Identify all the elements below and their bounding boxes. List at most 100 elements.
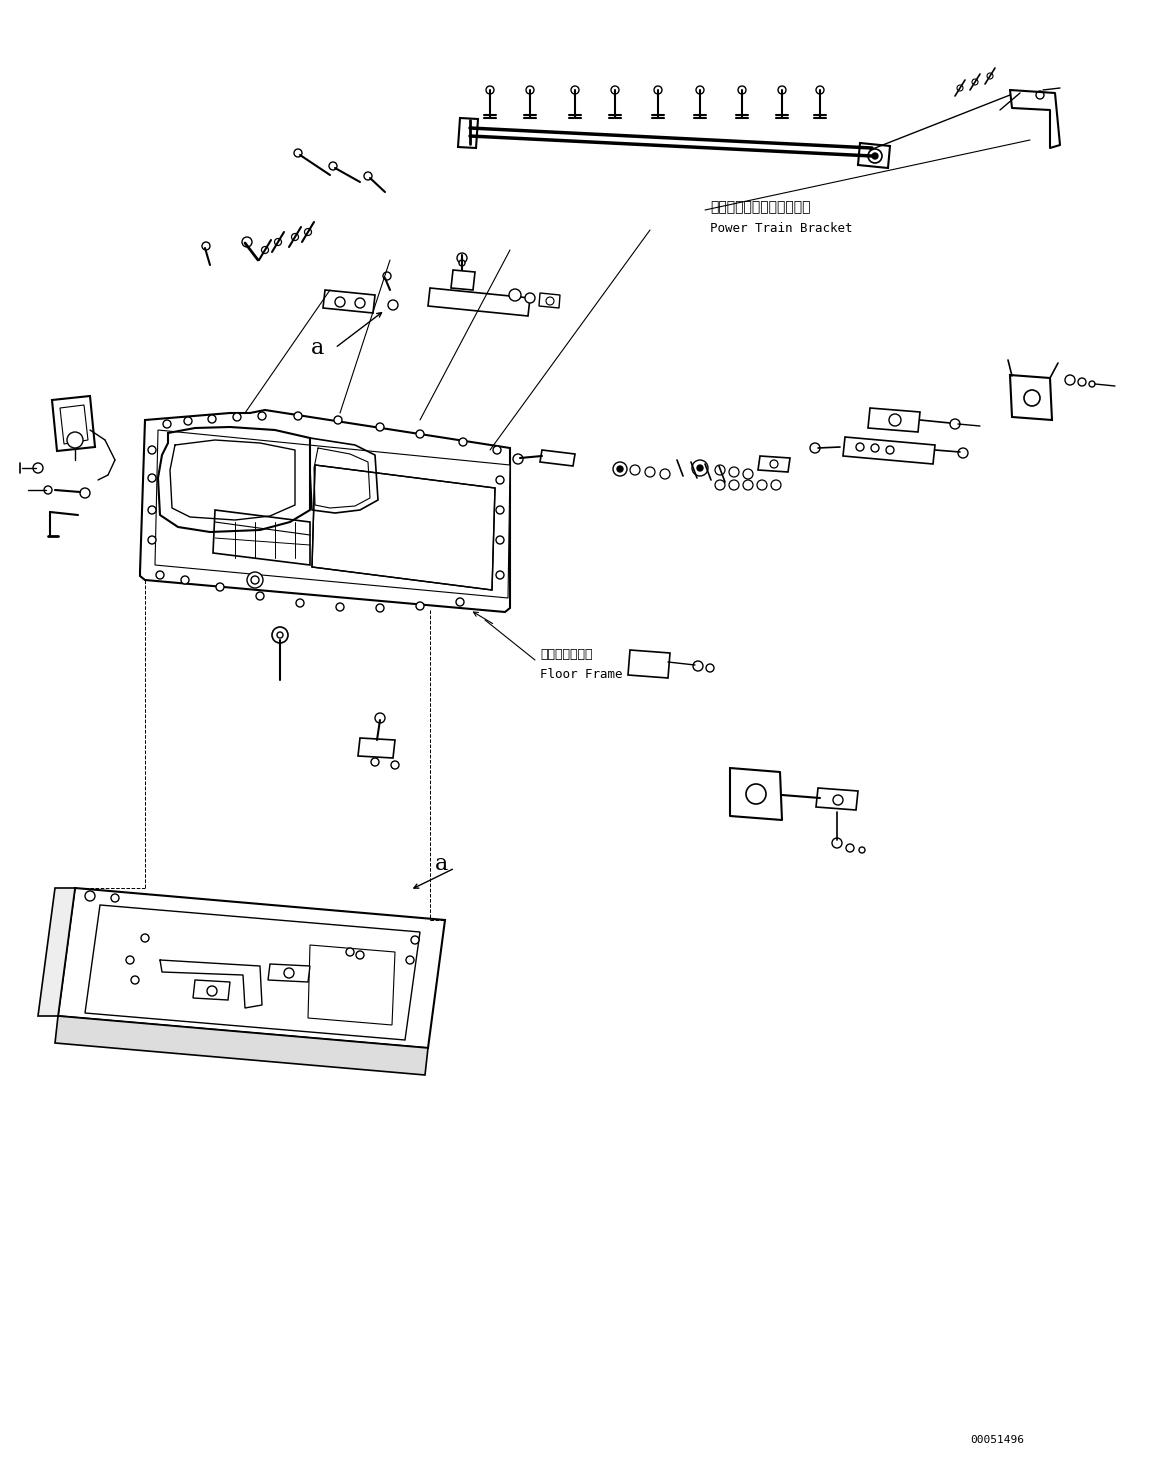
Circle shape (371, 759, 379, 766)
Circle shape (729, 467, 739, 477)
Circle shape (416, 603, 424, 610)
Circle shape (1065, 375, 1076, 385)
Circle shape (148, 506, 156, 514)
Circle shape (496, 570, 504, 579)
Circle shape (459, 438, 467, 446)
Circle shape (294, 149, 302, 158)
Circle shape (611, 86, 619, 93)
Circle shape (272, 627, 287, 643)
Circle shape (743, 468, 753, 479)
Circle shape (692, 460, 708, 476)
Circle shape (697, 86, 704, 93)
Text: a: a (436, 854, 449, 875)
Circle shape (305, 229, 312, 235)
Circle shape (148, 446, 156, 454)
Circle shape (258, 411, 267, 420)
Circle shape (816, 86, 824, 93)
Circle shape (376, 604, 384, 611)
Polygon shape (858, 143, 890, 168)
Circle shape (486, 86, 494, 93)
Polygon shape (816, 788, 858, 810)
Polygon shape (140, 410, 510, 611)
Polygon shape (868, 409, 920, 432)
Circle shape (659, 468, 670, 479)
Circle shape (958, 448, 968, 458)
Circle shape (571, 86, 580, 93)
Circle shape (148, 535, 156, 544)
Circle shape (294, 411, 302, 420)
Circle shape (957, 85, 963, 90)
Circle shape (32, 463, 43, 473)
Circle shape (771, 480, 781, 490)
Circle shape (292, 233, 299, 241)
Circle shape (355, 298, 365, 308)
Circle shape (525, 293, 535, 303)
Circle shape (715, 480, 726, 490)
Circle shape (382, 271, 391, 280)
Polygon shape (540, 449, 575, 465)
Circle shape (459, 260, 465, 266)
Text: a: a (312, 337, 325, 359)
Circle shape (872, 444, 879, 452)
Circle shape (743, 480, 753, 490)
Polygon shape (52, 395, 95, 451)
Circle shape (987, 73, 993, 79)
Circle shape (630, 465, 640, 476)
Circle shape (207, 414, 216, 423)
Circle shape (509, 289, 522, 301)
Text: フロアフレーム: フロアフレーム (540, 648, 592, 661)
Circle shape (262, 247, 269, 254)
Polygon shape (58, 889, 445, 1048)
Polygon shape (194, 980, 229, 999)
Polygon shape (843, 438, 935, 464)
Circle shape (111, 894, 119, 902)
Circle shape (846, 843, 854, 852)
Circle shape (496, 476, 504, 484)
Circle shape (347, 948, 353, 956)
Circle shape (715, 465, 726, 476)
Circle shape (493, 446, 501, 454)
Polygon shape (60, 406, 88, 444)
Text: 00051496: 00051496 (970, 1436, 1025, 1444)
Circle shape (376, 423, 384, 430)
Circle shape (693, 661, 704, 671)
Polygon shape (758, 457, 790, 473)
Circle shape (617, 465, 624, 473)
Polygon shape (308, 945, 395, 1026)
Circle shape (496, 535, 504, 544)
Circle shape (613, 463, 627, 476)
Circle shape (336, 603, 344, 611)
Circle shape (972, 79, 978, 85)
Circle shape (889, 414, 901, 426)
Polygon shape (628, 651, 670, 678)
Circle shape (738, 86, 746, 93)
Circle shape (457, 252, 467, 263)
Circle shape (163, 420, 172, 427)
Circle shape (810, 444, 821, 452)
Circle shape (406, 956, 414, 964)
Circle shape (242, 236, 252, 247)
Polygon shape (358, 738, 395, 759)
Polygon shape (38, 889, 75, 1015)
Circle shape (148, 474, 156, 481)
Circle shape (526, 86, 534, 93)
Circle shape (141, 934, 150, 943)
Circle shape (334, 416, 342, 425)
Circle shape (247, 572, 263, 588)
Circle shape (156, 570, 165, 579)
Circle shape (857, 444, 863, 451)
Circle shape (770, 460, 778, 468)
Polygon shape (268, 964, 309, 982)
Polygon shape (458, 118, 478, 147)
Circle shape (697, 465, 704, 471)
Circle shape (546, 298, 554, 305)
Circle shape (455, 598, 464, 605)
Circle shape (296, 600, 304, 607)
Circle shape (329, 162, 337, 171)
Polygon shape (539, 293, 560, 308)
Polygon shape (323, 290, 376, 314)
Circle shape (131, 976, 139, 983)
Circle shape (778, 86, 786, 93)
Polygon shape (1009, 375, 1052, 420)
Polygon shape (213, 511, 309, 565)
